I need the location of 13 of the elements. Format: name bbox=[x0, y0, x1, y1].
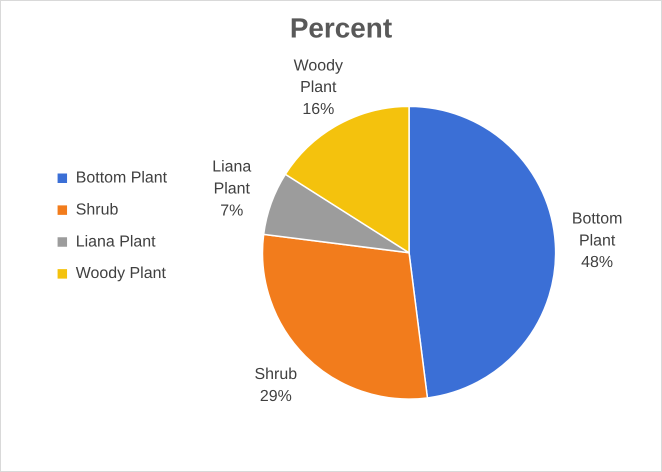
slice-label: Liana Plant bbox=[212, 158, 252, 198]
slice-label: Bottom Plant bbox=[572, 210, 622, 250]
data-label: 16% bbox=[302, 101, 334, 118]
legend-label: Woody Plant bbox=[76, 265, 166, 282]
chart-title: Percent bbox=[290, 12, 392, 44]
slice-label: Woody Plant bbox=[294, 57, 343, 96]
data-label: 48% bbox=[581, 254, 614, 272]
data-label: 29% bbox=[260, 388, 292, 406]
data-label: 7% bbox=[220, 202, 244, 220]
legend-label: Bottom Plant bbox=[76, 170, 168, 187]
legend-label: Liana Plant bbox=[76, 233, 156, 250]
slice-label: Shrub bbox=[254, 366, 298, 384]
legend-label: Shrub bbox=[76, 202, 118, 218]
